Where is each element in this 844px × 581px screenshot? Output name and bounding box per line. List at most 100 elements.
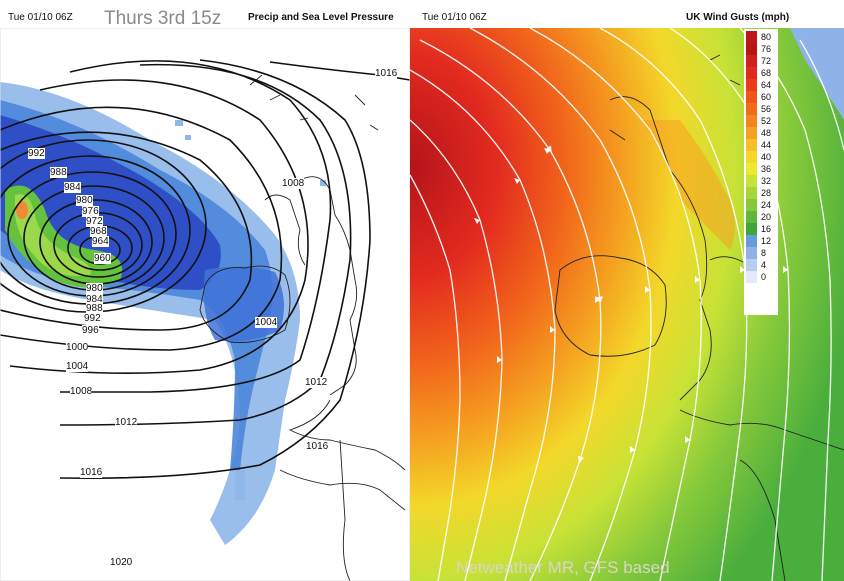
legend-swatch xyxy=(746,199,757,211)
legend-level-24: 24 xyxy=(744,199,778,211)
legend-level-0: 0 xyxy=(744,271,778,283)
legend-swatch xyxy=(746,67,757,79)
right-header-title: UK Wind Gusts (mph) xyxy=(686,12,790,23)
legend-level-8: 8 xyxy=(744,247,778,259)
isobar-label: 968 xyxy=(90,226,107,237)
legend-swatch xyxy=(746,115,757,127)
legend-swatch xyxy=(746,31,757,43)
legend-label: 72 xyxy=(761,56,772,66)
legend-level-44: 44 xyxy=(744,139,778,151)
legend-level-52: 52 xyxy=(744,115,778,127)
legend-label: 8 xyxy=(761,248,767,258)
gust-low-band xyxy=(790,28,844,120)
map-source-caption: Netweather MR, GFS based xyxy=(456,558,670,577)
gust-legend: 80 76 72 68 64 60 56 52 48 44 40 36 32 28 24 20 16 12 8 4 0 xyxy=(744,29,778,315)
legend-swatch xyxy=(746,163,757,175)
wind-gust-map: Tue 01/10 06Z UK Wind Gusts (mph) Netwea… xyxy=(410,0,844,581)
left-header-time: Tue 01/10 06Z xyxy=(8,12,73,23)
legend-label: 24 xyxy=(761,200,772,210)
legend-swatch xyxy=(746,151,757,163)
legend-label: 56 xyxy=(761,104,772,114)
isobar-label: 972 xyxy=(86,216,103,227)
legend-label: 40 xyxy=(761,152,772,162)
legend-level-76: 76 xyxy=(744,43,778,55)
legend-level-12: 12 xyxy=(744,235,778,247)
legend-level-28: 28 xyxy=(744,187,778,199)
isobar-label: 980 xyxy=(86,283,103,294)
low-centre-label: 960 xyxy=(94,253,111,264)
legend-level-48: 48 xyxy=(744,127,778,139)
legend-level-4: 4 xyxy=(744,259,778,271)
legend-label: 44 xyxy=(761,140,772,150)
legend-label: 80 xyxy=(761,32,772,42)
isobar-label: 1008 xyxy=(282,178,305,189)
legend-label: 4 xyxy=(761,260,767,270)
isobar-label: 976 xyxy=(82,206,99,217)
legend-swatch xyxy=(746,271,757,283)
legend-level-64: 64 xyxy=(744,79,778,91)
isobar-label: 1004 xyxy=(66,361,89,372)
legend-swatch xyxy=(746,43,757,55)
legend-label: 28 xyxy=(761,188,772,198)
legend-label: 48 xyxy=(761,128,772,138)
precip-pressure-svg xyxy=(0,28,410,581)
isobar-label: 1016 xyxy=(306,441,329,452)
legend-level-56: 56 xyxy=(744,103,778,115)
isobar-label: 992 xyxy=(28,148,45,159)
right-header-time: Tue 01/10 06Z xyxy=(422,12,487,23)
legend-level-16: 16 xyxy=(744,223,778,235)
isobar-label: 980 xyxy=(76,195,93,206)
legend-label: 20 xyxy=(761,212,772,222)
legend-level-72: 72 xyxy=(744,55,778,67)
legend-swatch xyxy=(746,139,757,151)
legend-label: 76 xyxy=(761,44,772,54)
legend-label: 68 xyxy=(761,68,772,78)
isobar-label: 996 xyxy=(82,325,99,336)
legend-swatch xyxy=(746,235,757,247)
legend-swatch xyxy=(746,175,757,187)
isobar-label: 1016 xyxy=(375,68,398,79)
left-overlay-title: Thurs 3rd 15z xyxy=(104,8,222,29)
legend-level-60: 60 xyxy=(744,91,778,103)
legend-level-40: 40 xyxy=(744,151,778,163)
legend-level-20: 20 xyxy=(744,211,778,223)
left-header-title: Precip and Sea Level Pressure xyxy=(248,12,394,23)
isobar-label: 1008 xyxy=(70,386,93,397)
legend-swatch xyxy=(746,103,757,115)
legend-label: 0 xyxy=(761,272,767,282)
legend-label: 32 xyxy=(761,176,772,186)
isobar-label: 988 xyxy=(50,167,67,178)
legend-level-32: 32 xyxy=(744,175,778,187)
legend-label: 52 xyxy=(761,116,772,126)
legend-swatch xyxy=(746,223,757,235)
legend-swatch xyxy=(746,127,757,139)
precip-core xyxy=(16,201,28,219)
legend-label: 60 xyxy=(761,92,772,102)
isobar-label: 984 xyxy=(64,182,81,193)
legend-label: 16 xyxy=(761,224,772,234)
legend-level-36: 36 xyxy=(744,163,778,175)
isobar-label: 1000 xyxy=(66,342,89,353)
legend-swatch xyxy=(746,259,757,271)
legend-level-68: 68 xyxy=(744,67,778,79)
precip-pressure-map: Tue 01/10 06Z Thurs 3rd 15z Precip and S… xyxy=(0,0,410,581)
legend-label: 12 xyxy=(761,236,772,246)
isobar-label: 1012 xyxy=(115,417,138,428)
isobar-label: 1016 xyxy=(80,467,103,478)
legend-swatch xyxy=(746,55,757,67)
legend-swatch xyxy=(746,91,757,103)
isobar-label: 964 xyxy=(92,236,109,247)
legend-label: 64 xyxy=(761,80,772,90)
isobar-label: 1004 xyxy=(255,317,278,328)
isobar-label: 1020 xyxy=(110,557,133,568)
legend-label: 36 xyxy=(761,164,772,174)
isobar-label: 992 xyxy=(84,313,101,324)
streamline-arrows xyxy=(474,148,788,453)
legend-swatch xyxy=(746,79,757,91)
wind-gust-svg xyxy=(410,27,844,581)
isobar-label: 1012 xyxy=(305,377,328,388)
precip-heavier xyxy=(15,194,91,277)
legend-swatch xyxy=(746,247,757,259)
legend-swatch xyxy=(746,211,757,223)
isobar-label: 988 xyxy=(86,303,103,314)
